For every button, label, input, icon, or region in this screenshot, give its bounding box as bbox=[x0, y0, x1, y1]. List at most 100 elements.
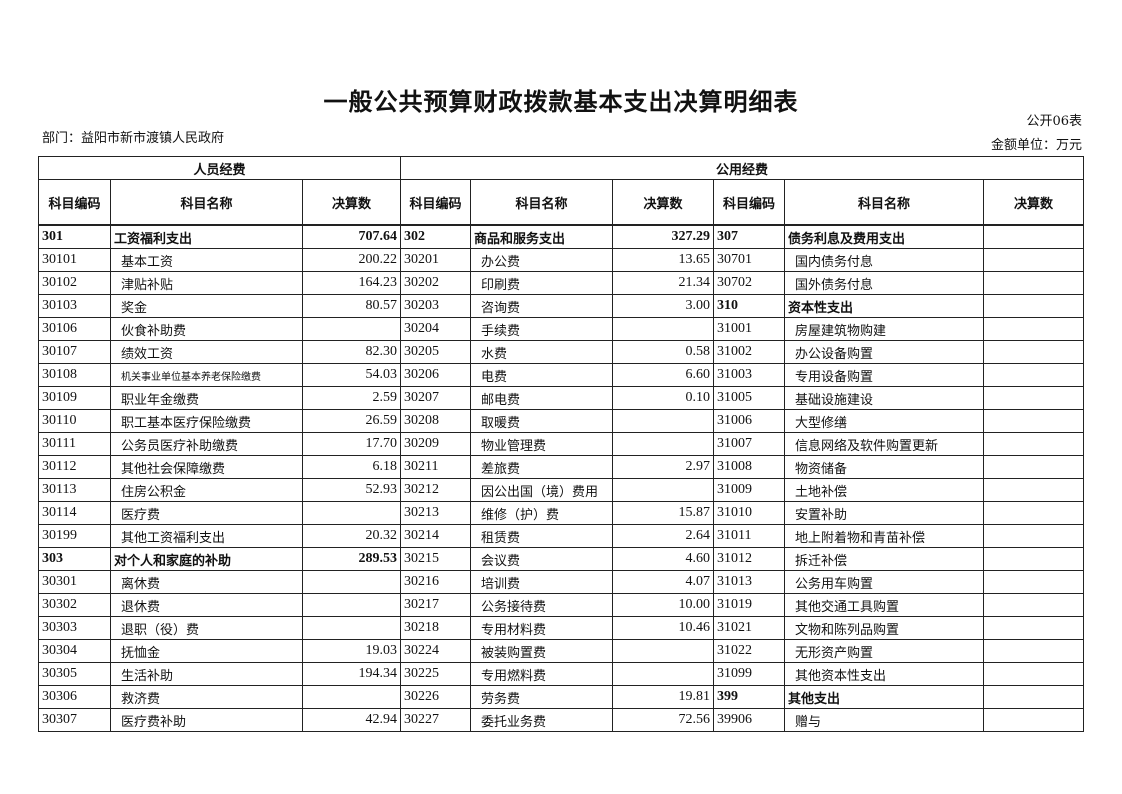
column-header-name: 科目名称 bbox=[110, 179, 303, 226]
table-row: 30108 机关事业单位基本养老保险缴费 54.03 30206 电费 6.60 31003… bbox=[38, 363, 1085, 387]
cell-amount: 6.18 bbox=[302, 455, 401, 479]
cell-amount bbox=[982, 662, 1085, 686]
table-row: 30110 职工基本医疗保险缴费 26.59 30208 取暖费 31006 大型修缮 bbox=[38, 409, 1085, 433]
cell-code: 30224 bbox=[400, 639, 471, 663]
cell-code: 31007 bbox=[713, 432, 785, 456]
cell-code: 31099 bbox=[713, 662, 785, 686]
cell-amount bbox=[982, 248, 1085, 272]
cell-amount bbox=[302, 685, 401, 709]
cell-name: 抚恤金 bbox=[110, 639, 303, 663]
cell-code: 31001 bbox=[713, 317, 785, 341]
cell-amount: 15.87 bbox=[612, 501, 714, 525]
cell-amount: 164.23 bbox=[302, 271, 401, 295]
table-row: 30199 其他工资福利支出 20.32 30214 租赁费 2.64 31011 地上附着物… bbox=[38, 524, 1085, 548]
cell-amount bbox=[982, 317, 1085, 341]
cell-name: 无形资产购置 bbox=[784, 639, 984, 663]
cell-name: 电费 bbox=[470, 363, 613, 387]
department-label: 部门：益阳市新市渡镇人民政府 bbox=[42, 131, 225, 146]
cell-name: 水费 bbox=[470, 340, 613, 364]
cell-name: 公务接待费 bbox=[470, 593, 613, 617]
cell-code: 30112 bbox=[38, 455, 111, 479]
cell-amount bbox=[982, 593, 1085, 617]
cell-amount: 2.64 bbox=[612, 524, 714, 548]
cell-code: 31006 bbox=[713, 409, 785, 433]
table-row: 30109 职业年金缴费 2.59 30207 邮电费 0.10 31005 基础设施建设 bbox=[38, 386, 1085, 410]
cell-name: 其他支出 bbox=[784, 685, 984, 709]
cell-name: 专用燃料费 bbox=[470, 662, 613, 686]
cell-name: 赠与 bbox=[784, 708, 984, 732]
cell-name: 医疗费补助 bbox=[110, 708, 303, 732]
cell-name: 咨询费 bbox=[470, 294, 613, 318]
cell-amount: 0.58 bbox=[612, 340, 714, 364]
cell-amount: 289.53 bbox=[302, 547, 401, 571]
cell-amount: 42.94 bbox=[302, 708, 401, 732]
table-row: 30103 奖金 80.57 30203 咨询费 3.00 310 资本性支出 bbox=[38, 294, 1085, 318]
cell-name: 基本工资 bbox=[110, 248, 303, 272]
group-header-public: 公用经费 bbox=[399, 156, 1085, 180]
cell-amount bbox=[982, 478, 1085, 502]
cell-amount bbox=[982, 455, 1085, 479]
cell-amount: 19.81 bbox=[612, 685, 714, 709]
cell-amount: 2.59 bbox=[302, 386, 401, 410]
cell-code: 30217 bbox=[400, 593, 471, 617]
cell-name: 专用设备购置 bbox=[784, 363, 984, 387]
cell-name: 商品和服务支出 bbox=[470, 224, 613, 249]
cell-code: 31013 bbox=[713, 570, 785, 594]
cell-amount bbox=[982, 409, 1085, 433]
cell-name: 物资储备 bbox=[784, 455, 984, 479]
cell-code: 30215 bbox=[400, 547, 471, 571]
cell-code: 31002 bbox=[713, 340, 785, 364]
cell-code: 31011 bbox=[713, 524, 785, 548]
cell-name: 办公设备购置 bbox=[784, 340, 984, 364]
cell-name: 物业管理费 bbox=[470, 432, 613, 456]
cell-code: 30110 bbox=[38, 409, 111, 433]
cell-amount: 4.07 bbox=[612, 570, 714, 594]
cell-name: 退职（役）费 bbox=[110, 616, 303, 640]
cell-name: 因公出国（境）费用 bbox=[470, 478, 613, 502]
cell-code: 30202 bbox=[400, 271, 471, 295]
column-header-name: 科目名称 bbox=[470, 179, 613, 226]
cell-amount bbox=[612, 432, 714, 456]
cell-amount: 6.60 bbox=[612, 363, 714, 387]
cell-code: 30209 bbox=[400, 432, 471, 456]
cell-name: 医疗费 bbox=[110, 501, 303, 525]
table-row: 30106 伙食补助费 30204 手续费 31001 房屋建筑物购建 bbox=[38, 317, 1085, 341]
cell-code: 303 bbox=[38, 547, 111, 571]
cell-amount: 26.59 bbox=[302, 409, 401, 433]
cell-name: 住房公积金 bbox=[110, 478, 303, 502]
table-row: 30307 医疗费补助 42.94 30227 委托业务费 72.56 39906 赠与 bbox=[38, 708, 1085, 732]
cell-name: 奖金 bbox=[110, 294, 303, 318]
cell-name: 被装购置费 bbox=[470, 639, 613, 663]
cell-name: 信息网络及软件购置更新 bbox=[784, 432, 984, 456]
cell-amount: 327.29 bbox=[612, 224, 714, 249]
cell-code: 30108 bbox=[38, 363, 111, 387]
cell-name: 公务用车购置 bbox=[784, 570, 984, 594]
cell-name: 救济费 bbox=[110, 685, 303, 709]
cell-name: 债务利息及费用支出 bbox=[784, 224, 984, 249]
cell-amount: 4.60 bbox=[612, 547, 714, 571]
cell-code: 31008 bbox=[713, 455, 785, 479]
cell-code: 30102 bbox=[38, 271, 111, 295]
cell-code: 30305 bbox=[38, 662, 111, 686]
cell-amount: 10.00 bbox=[612, 593, 714, 617]
cell-code: 31005 bbox=[713, 386, 785, 410]
cell-code: 31010 bbox=[713, 501, 785, 525]
cell-code: 30111 bbox=[38, 432, 111, 456]
cell-code: 307 bbox=[713, 224, 785, 249]
cell-name: 办公费 bbox=[470, 248, 613, 272]
cell-amount: 21.34 bbox=[612, 271, 714, 295]
cell-code: 30216 bbox=[400, 570, 471, 594]
cell-code: 30203 bbox=[400, 294, 471, 318]
cell-code: 30114 bbox=[38, 501, 111, 525]
cell-code: 30208 bbox=[400, 409, 471, 433]
cell-name: 国内债务付息 bbox=[784, 248, 984, 272]
cell-name: 土地补偿 bbox=[784, 478, 984, 502]
cell-name: 取暖费 bbox=[470, 409, 613, 433]
cell-name: 会议费 bbox=[470, 547, 613, 571]
column-header-code: 科目编码 bbox=[38, 179, 111, 226]
expenditure-table: 人员经费 公用经费 科目编码 科目名称 决算数 科目编码 科目名称 决算数 科目编码 科目名称… bbox=[38, 156, 1085, 732]
cell-amount bbox=[302, 501, 401, 525]
column-header-amount: 决算数 bbox=[612, 179, 714, 226]
cell-amount bbox=[302, 570, 401, 594]
cell-name: 其他资本性支出 bbox=[784, 662, 984, 686]
